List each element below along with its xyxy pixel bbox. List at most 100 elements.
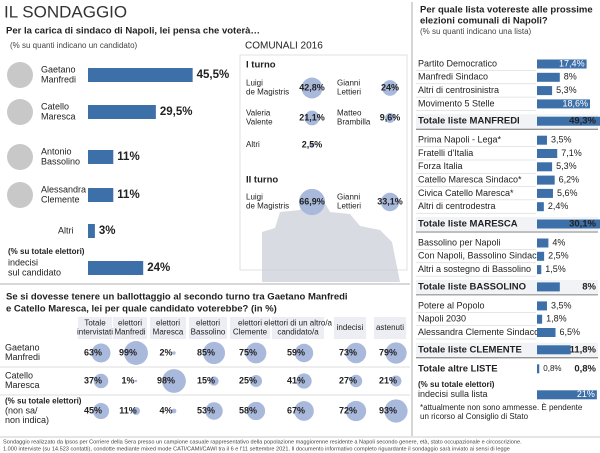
bar (537, 162, 553, 172)
bar (88, 68, 193, 82)
bar (537, 328, 556, 337)
candidate-name: Valeria (246, 109, 271, 118)
value-label: 58% (239, 405, 257, 415)
bubble (382, 80, 398, 96)
bar (537, 345, 571, 355)
bar (537, 219, 600, 229)
value-label: 27% (339, 375, 357, 385)
value-label: 79% (379, 347, 397, 357)
bar (537, 301, 547, 311)
question: Per la carica di sindaco di Napoli, lei … (6, 26, 260, 37)
bubble (309, 142, 315, 148)
column-header: Maresca (153, 328, 184, 337)
value-label: 45% (84, 405, 102, 415)
candidate-name: Alessandra (41, 184, 86, 194)
lists-question: Per quale lista votereste alle prossime (420, 5, 593, 16)
value-label: 6,5% (560, 327, 581, 337)
value-label: 6,2% (559, 174, 580, 184)
candidate-name: Luigi (246, 193, 263, 202)
list-name: indecisi sulla lista (418, 389, 488, 399)
column-header: elettori (238, 319, 262, 328)
comunali-box (239, 54, 408, 271)
bar (537, 314, 543, 324)
value-label: 4% (159, 405, 172, 415)
bubble (250, 375, 262, 387)
list-name: Fratelli d'Italia (418, 148, 473, 158)
comunali-title: COMUNALI 2016 (245, 41, 323, 52)
bubble (296, 373, 312, 389)
list-name: Altri di centrosinistra (418, 85, 499, 95)
bar (537, 149, 558, 158)
bubble (349, 374, 363, 388)
total-name: Totale liste BASSOLINO (418, 281, 526, 292)
value-label: 5,3% (556, 161, 577, 171)
value-label: 66,9% (299, 196, 325, 206)
value-label: 49,3% (569, 116, 596, 127)
header-title: IL SONDAGGIO (4, 2, 127, 21)
candidate-name: Altri (246, 140, 260, 149)
value-label: 9,6% (380, 112, 401, 122)
candidate-name: Lettieri (337, 88, 361, 97)
bar (537, 72, 560, 82)
value-label: 7,1% (561, 148, 582, 158)
value-label: 3,5% (551, 135, 572, 145)
footnote: un ricorso al Consiglio di Stato (420, 412, 529, 421)
candidate-name: de Magistris (246, 202, 289, 211)
value-label: 30,1% (569, 219, 596, 230)
bubble (134, 379, 138, 383)
column-header-bg (272, 317, 324, 339)
row-name: Catello (5, 371, 33, 381)
column-header-bg (150, 317, 186, 339)
bubble (384, 399, 408, 423)
bar (537, 238, 549, 248)
candidate-name: Luigi (246, 79, 263, 88)
note: (% su quanti indicano un candidato) (10, 41, 138, 50)
footnote: *attualmente non sono ammesse. È pendent… (420, 403, 583, 412)
value-label: 29,5% (160, 106, 193, 118)
value-label: 2,5% (548, 251, 569, 261)
column-header: elettori (118, 319, 142, 328)
value-label: 2,4% (548, 201, 569, 211)
row-name: (non sa/ (5, 405, 38, 415)
candidate-name: Lettieri (337, 202, 361, 211)
column-header-bg (230, 317, 270, 339)
value-label: 2% (159, 347, 172, 357)
value-label: 1,8% (546, 314, 567, 324)
candidate-photo (7, 182, 33, 208)
bubble (162, 369, 186, 393)
bubble (294, 343, 314, 363)
value-label: 1% (121, 375, 134, 385)
row-name: (% su totale elettori) (5, 397, 82, 406)
value-label: 24% (381, 82, 399, 92)
value-label: 25% (239, 375, 257, 385)
candidate-photo (7, 99, 33, 125)
column-header: elettori (156, 319, 180, 328)
column-header: candidato/a (277, 328, 319, 337)
value-label: 99% (119, 347, 137, 357)
note: (% su totale elettori) (418, 380, 495, 389)
castle-silhouette (262, 198, 400, 282)
list-name: Alessandra Clemente Sindaco (418, 327, 539, 337)
ballot-question: e Catello Maresca, lei per quale candida… (6, 304, 277, 315)
lists-note: (% su quanti indicano una lista) (420, 27, 532, 36)
bar (88, 150, 114, 164)
value-label: 8% (564, 72, 577, 82)
value-label: 18,6% (562, 98, 588, 108)
bar (537, 202, 544, 212)
list-name: Civica Catello Maresca* (418, 188, 514, 198)
value-label: 93% (379, 405, 397, 415)
round-title: I turno (246, 60, 276, 71)
bubble (92, 402, 110, 420)
value-label: 72% (339, 405, 357, 415)
row-name: Maresca (5, 380, 40, 390)
value-label: 59% (287, 347, 305, 357)
candidate-name: Gaetano (41, 64, 76, 74)
column-header-bg (113, 317, 147, 339)
value-label: 3% (99, 225, 116, 237)
bubble (124, 341, 148, 365)
list-name: Partito Democratico (418, 58, 497, 68)
value-label: 21,1% (299, 112, 325, 122)
value-label: 11% (117, 189, 139, 201)
candidate-name: sul candidato (8, 267, 61, 277)
